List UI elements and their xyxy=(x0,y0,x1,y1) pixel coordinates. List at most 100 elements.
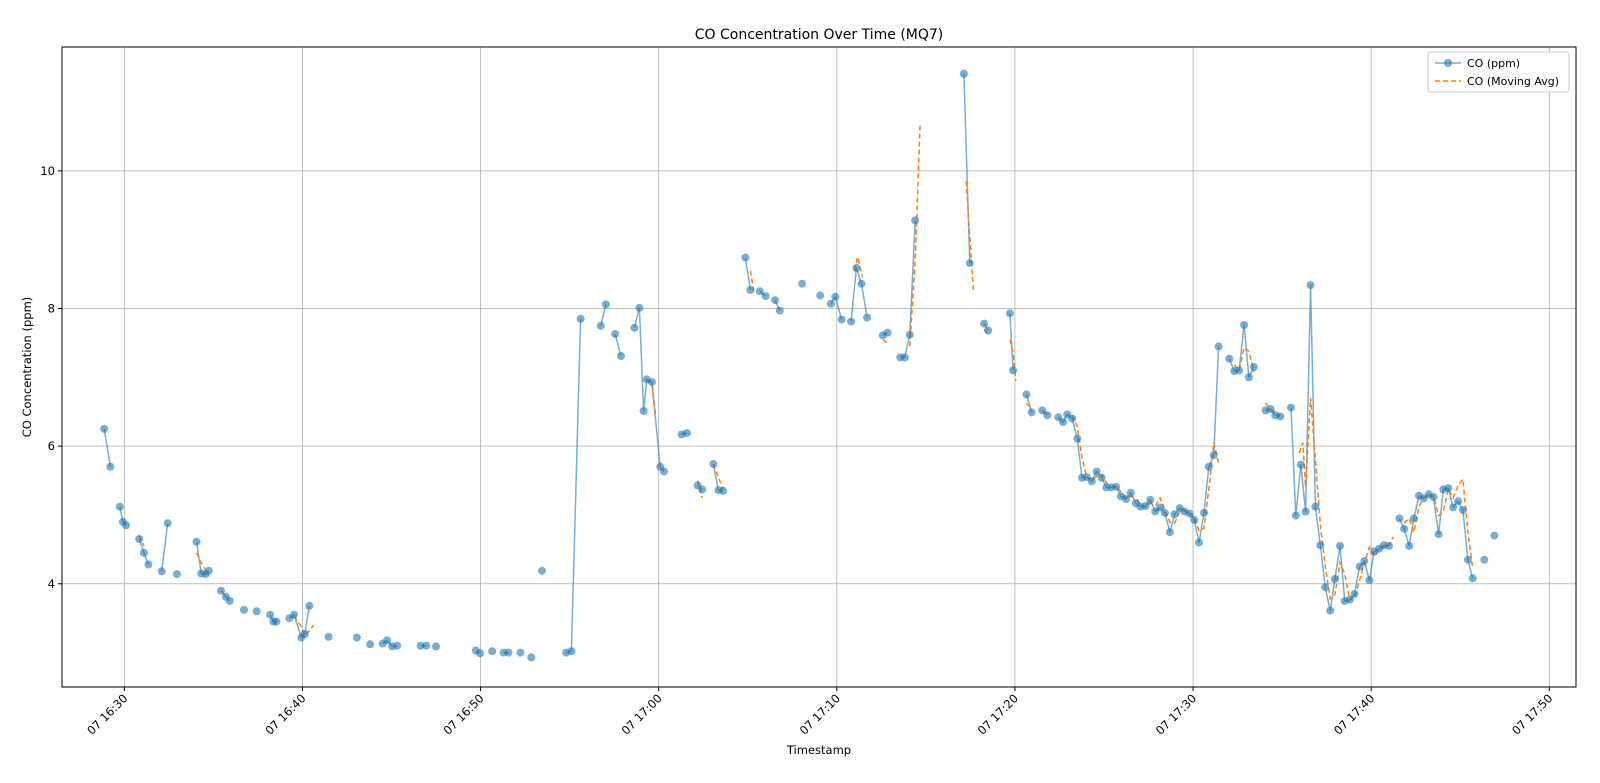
co-data-point xyxy=(115,502,124,511)
co-data-point xyxy=(1385,541,1393,550)
co-data-point xyxy=(1214,342,1223,351)
co-data-point xyxy=(630,323,639,332)
co-data-point xyxy=(1225,354,1234,363)
co-data-point xyxy=(852,263,861,272)
co-data-point xyxy=(837,315,846,324)
co-data-point xyxy=(647,378,656,387)
co-data-point xyxy=(1209,451,1218,460)
co-data-point xyxy=(1480,555,1489,564)
co-data-point xyxy=(857,279,866,288)
moving-avg-line-segment xyxy=(293,615,315,637)
co-data-point xyxy=(1400,524,1409,533)
y-tick-label: 10 xyxy=(40,164,55,178)
co-data-point xyxy=(1073,434,1082,443)
co-data-point xyxy=(192,537,201,546)
co-data-point xyxy=(1409,514,1418,523)
co-data-point xyxy=(1336,541,1344,550)
co-data-point xyxy=(476,649,484,658)
co-data-point xyxy=(1449,503,1458,512)
co-data-point xyxy=(393,641,402,650)
co-data-point xyxy=(775,306,784,315)
legend: CO (ppm) CO (Moving Avg) xyxy=(1427,51,1570,93)
co-data-point xyxy=(290,610,299,619)
co-data-point xyxy=(746,285,755,294)
co-data-point xyxy=(1204,462,1213,471)
co-data-point xyxy=(1365,576,1374,585)
co-data-point xyxy=(416,641,425,650)
co-data-point xyxy=(1195,538,1203,547)
plot-series xyxy=(100,69,1499,662)
co-data-point xyxy=(1141,502,1150,510)
co-data-point xyxy=(217,586,226,595)
co-data-point xyxy=(1395,514,1404,523)
co-data-point xyxy=(1126,488,1135,497)
co-data-point xyxy=(1005,309,1014,318)
co-data-point xyxy=(352,633,361,642)
co-data-point xyxy=(163,519,172,528)
co-data-point xyxy=(1468,574,1477,583)
co-data-point xyxy=(1087,477,1096,486)
co-data-point xyxy=(432,642,440,651)
co-line-segment xyxy=(1009,313,1014,371)
co-data-point xyxy=(1122,495,1130,504)
co-data-point xyxy=(959,69,968,78)
co-line-segment xyxy=(103,428,112,467)
co-data-point xyxy=(1068,414,1077,423)
co-data-point xyxy=(1330,575,1339,583)
plot-frame xyxy=(61,46,1577,688)
co-data-point xyxy=(488,647,497,656)
co-data-point xyxy=(1350,590,1359,599)
co-data-point xyxy=(1156,503,1165,512)
co-data-point xyxy=(596,321,605,330)
co-data-point xyxy=(761,292,770,301)
co-data-point xyxy=(816,291,825,300)
co-data-point xyxy=(1405,541,1414,550)
co-data-point xyxy=(1454,497,1463,506)
co-data-point xyxy=(122,521,131,530)
co-data-point xyxy=(504,648,513,657)
moving-avg-line-segment xyxy=(1403,477,1474,569)
co-data-point xyxy=(139,548,148,557)
co-line-segment xyxy=(1398,487,1474,579)
y-tick-label: 6 xyxy=(48,439,55,453)
co-data-point xyxy=(383,636,392,645)
chart-title: CO Concentration Over Time (MQ7) xyxy=(695,27,944,43)
co-data-point xyxy=(965,259,974,268)
co-data-point xyxy=(1444,484,1453,493)
co-data-point xyxy=(1345,595,1354,604)
co-data-point xyxy=(1355,562,1364,571)
co-data-point xyxy=(1266,405,1275,413)
co-data-point xyxy=(698,485,707,494)
co-data-point xyxy=(1360,557,1369,566)
co-data-point xyxy=(639,407,648,415)
co-data-point xyxy=(1287,403,1295,412)
co-line-segment xyxy=(160,523,169,572)
co-data-point xyxy=(300,630,309,638)
co-data-point xyxy=(1112,482,1121,491)
co-data-point xyxy=(863,313,872,322)
co-data-point xyxy=(576,314,585,323)
co-data-point xyxy=(366,640,375,649)
co-data-point xyxy=(538,566,546,575)
legend-box xyxy=(1427,51,1570,93)
co-data-point xyxy=(900,353,909,362)
co-data-point xyxy=(567,647,576,656)
co-data-point xyxy=(660,467,668,476)
co-data-point xyxy=(272,617,281,626)
co-data-point xyxy=(172,570,181,579)
co-data-point xyxy=(719,486,728,495)
co-data-point xyxy=(516,648,525,657)
x-axis-label: Timestamp xyxy=(786,743,851,757)
co-data-point xyxy=(1276,412,1285,421)
co-data-point xyxy=(1200,508,1208,517)
co-data-point xyxy=(1038,406,1047,415)
co-data-point xyxy=(826,299,835,308)
moving-avg-line-segment xyxy=(965,181,975,292)
co-data-point xyxy=(1160,508,1169,517)
co-data-point xyxy=(771,296,780,305)
co-data-point xyxy=(1235,366,1244,375)
co-data-point xyxy=(905,330,914,339)
co-data-point xyxy=(601,300,610,309)
co-data-point xyxy=(252,607,261,616)
